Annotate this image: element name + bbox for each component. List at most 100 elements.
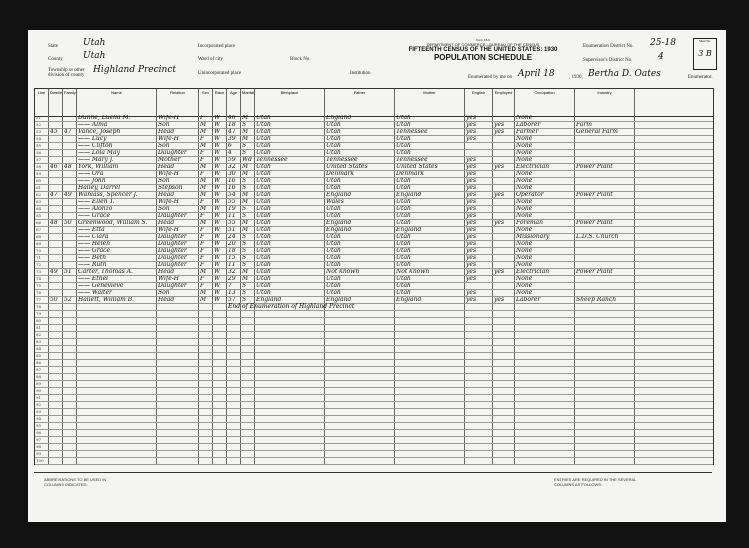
cell-family: 50 (63, 220, 77, 226)
cell-occupation: Operator (515, 192, 575, 198)
cell-race: W (213, 248, 227, 254)
cell-race (213, 381, 227, 387)
cell-mother: Utah (395, 290, 465, 296)
cell-mother: Utah (395, 262, 465, 268)
cell-mother: Utah (395, 213, 465, 219)
table-row: 84 (35, 346, 713, 353)
cell-mother (395, 409, 465, 415)
cell-mother: Utah (395, 220, 465, 226)
cell-occupation: None (515, 213, 575, 219)
cell-race (213, 360, 227, 366)
cell-industry (575, 178, 635, 184)
supervisor-label: Supervisor's District No. (583, 58, 633, 63)
cell-father (325, 353, 395, 359)
cell-birthplace (255, 451, 325, 457)
cell-employed (493, 437, 515, 443)
cell-english: yes (465, 122, 493, 128)
cell-mother (395, 458, 465, 464)
table-row: 97 (35, 437, 713, 444)
cell-birthplace: Utah (255, 262, 325, 268)
cell-mother: Utah (395, 206, 465, 212)
cell-industry (575, 409, 635, 415)
cell-english (465, 143, 493, 149)
cell-name (77, 304, 157, 310)
cell-family: 48 (63, 164, 77, 170)
cell-relation (157, 318, 199, 324)
cell-family (63, 199, 77, 205)
cell-dwelling (49, 122, 63, 128)
cell-dwelling (49, 423, 63, 429)
cell-mother: Tennessee (395, 157, 465, 163)
cell-sex: M (199, 192, 213, 198)
cell-marital (241, 346, 255, 352)
cell-relation: Wife-H (157, 171, 199, 177)
cell-father: Utah (325, 150, 395, 156)
cell-occupation (515, 353, 575, 359)
cell-mother: Utah (395, 178, 465, 184)
cell-occupation: None (515, 283, 575, 289)
cell-industry (575, 458, 635, 464)
cell-name (77, 423, 157, 429)
cell-father (325, 416, 395, 422)
cell-name: —— Etta (77, 227, 157, 233)
table-row: 82 (35, 332, 713, 339)
cell-relation: Son (157, 178, 199, 184)
cell-marital (241, 451, 255, 457)
cell-name (77, 353, 157, 359)
cell-family (63, 395, 77, 401)
cell-sex: F (199, 262, 213, 268)
cell-employed (493, 276, 515, 282)
cell-race: W (213, 276, 227, 282)
cell-line: 67 (35, 227, 49, 233)
cell-employed (493, 283, 515, 289)
cell-industry: L.D.S. Church (575, 234, 635, 240)
cell-marital (241, 381, 255, 387)
cell-occupation: None (515, 199, 575, 205)
cell-father: England (325, 115, 395, 121)
cell-sex: M (199, 269, 213, 275)
cell-dwelling (49, 157, 63, 163)
cell-english: yes (465, 297, 493, 303)
cell-industry (575, 157, 635, 163)
cell-name (77, 318, 157, 324)
cell-family (63, 423, 77, 429)
cell-sex: M (199, 290, 213, 296)
cell-occupation: None (515, 255, 575, 261)
cell-name: Hallett, William B. (77, 297, 157, 303)
cell-industry (575, 115, 635, 121)
cell-occupation: Laborer (515, 297, 575, 303)
column-header: Family (63, 89, 77, 116)
end-of-enumeration-note: End of Enumeration of Highland Precinct (228, 303, 355, 310)
cell-family (63, 325, 77, 331)
cell-english: yes (465, 262, 493, 268)
cell-race (213, 367, 227, 373)
cell-line: 74 (35, 276, 49, 282)
cell-age (227, 451, 241, 457)
cell-marital: S (241, 290, 255, 296)
cell-race: W (213, 220, 227, 226)
table-row: 70 —— Grace Daughter F W 18 S Utah Utah Utah yes No… (35, 248, 713, 255)
cell-family (63, 241, 77, 247)
unincorporated-label: Unincorporated place (198, 71, 242, 76)
cell-race: W (213, 255, 227, 261)
cell-race: W (213, 143, 227, 149)
cell-industry (575, 255, 635, 261)
cell-age: 55 (227, 199, 241, 205)
cell-mother: Utah (395, 150, 465, 156)
table-row: 95 (35, 423, 713, 430)
table-row: 72 —— Ruth Daughter F W 11 S Utah Utah Utah yes Non… (35, 262, 713, 269)
cell-age: 30 (227, 171, 241, 177)
cell-marital (241, 311, 255, 317)
cell-english: yes (465, 220, 493, 226)
cell-marital (241, 402, 255, 408)
cell-dwelling: 47 (49, 192, 63, 198)
cell-industry (575, 283, 635, 289)
cell-family (63, 409, 77, 415)
cell-dwelling (49, 325, 63, 331)
table-row: 81 (35, 325, 713, 332)
column-header: Line (35, 89, 49, 116)
cell-age: 6 (227, 143, 241, 149)
cell-age (227, 402, 241, 408)
cell-sex: F (199, 227, 213, 233)
cell-age (227, 437, 241, 443)
